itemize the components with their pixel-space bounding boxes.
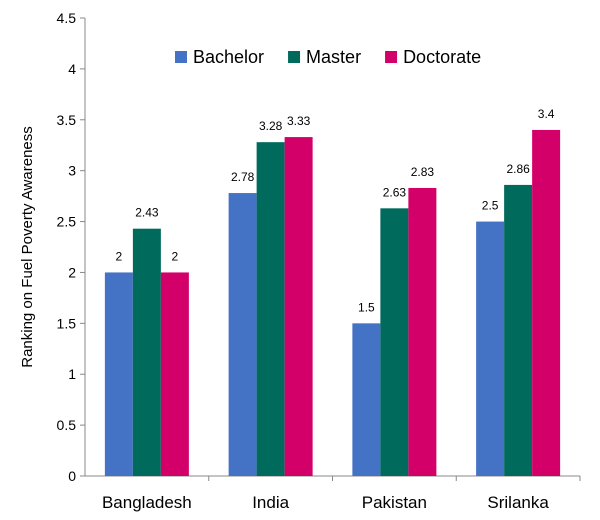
bar-doctorate-bangladesh xyxy=(160,272,189,476)
data-label: 3.4 xyxy=(538,107,555,121)
data-label: 3.33 xyxy=(287,114,311,128)
y-tick-label: 1 xyxy=(68,366,76,382)
data-label: 1.5 xyxy=(358,300,375,314)
y-tick-label: 0 xyxy=(68,468,76,484)
y-tick-label: 4.5 xyxy=(57,10,77,26)
axes: 0 0.5 1 1.5 2 2.5 3 3.5 4 4.5 Ranking on Fuel Pove… xyxy=(19,10,581,512)
data-labels: 2 2.43 2 2.78 3.28 3.33 1.5 2.63 2.83 2.5 2.86 3.4 xyxy=(116,107,555,314)
legend-label-doctorate: Doctorate xyxy=(403,47,481,67)
data-label: 2.86 xyxy=(506,162,530,176)
y-tick-label: 1.5 xyxy=(57,315,77,331)
x-category-label: Pakistan xyxy=(362,493,427,512)
bar-master-pakistan xyxy=(380,208,409,476)
legend-label-master: Master xyxy=(306,47,361,67)
y-tick-label: 0.5 xyxy=(57,417,77,433)
bar-bachelor-bangladesh xyxy=(104,272,133,476)
data-label: 2.5 xyxy=(482,199,499,213)
data-label: 2 xyxy=(116,249,123,263)
bar-doctorate-india xyxy=(284,137,313,476)
data-label: 2.43 xyxy=(135,206,159,220)
legend-swatch-doctorate xyxy=(385,51,398,63)
y-axis-label: Ranking on Fuel Poverty Awareness xyxy=(19,126,36,368)
bar-bachelor-srilanka xyxy=(476,221,505,476)
bar-doctorate-pakistan xyxy=(408,187,437,477)
legend: Bachelor Master Doctorate xyxy=(175,47,481,67)
y-tick-label: 4 xyxy=(68,61,76,77)
y-tick-label: 2 xyxy=(68,264,76,280)
bar-bachelor-pakistan xyxy=(352,323,381,476)
legend-swatch-master xyxy=(288,51,301,63)
x-category-label: India xyxy=(252,493,289,512)
data-label: 2.63 xyxy=(383,185,407,199)
legend-swatch-bachelor xyxy=(175,51,187,63)
data-label: 3.28 xyxy=(259,119,283,133)
x-category-label: Bangladesh xyxy=(102,493,192,512)
data-label: 2.83 xyxy=(411,165,435,179)
bar-master-bangladesh xyxy=(132,228,161,476)
y-tick-label: 2.5 xyxy=(57,214,77,230)
bar-master-srilanka xyxy=(504,184,533,476)
data-label: 2.78 xyxy=(231,170,255,184)
y-tick-label: 3 xyxy=(68,163,76,179)
x-category-label: Srilanka xyxy=(487,493,549,512)
bar-bachelor-india xyxy=(228,193,257,476)
bars xyxy=(104,129,561,477)
bar-master-india xyxy=(256,142,285,476)
legend-label-bachelor: Bachelor xyxy=(193,47,264,67)
bar-doctorate-srilanka xyxy=(532,129,561,476)
data-label: 2 xyxy=(172,249,179,263)
y-tick-label: 3.5 xyxy=(57,112,77,128)
